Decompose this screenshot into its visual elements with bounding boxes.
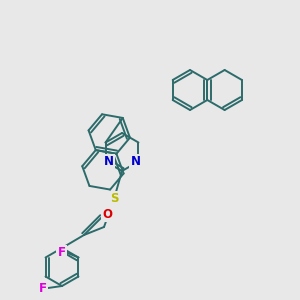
- Text: F: F: [58, 246, 65, 259]
- Text: F: F: [39, 281, 47, 295]
- Text: S: S: [110, 193, 118, 206]
- Text: N: N: [130, 155, 140, 168]
- Text: O: O: [102, 208, 112, 220]
- Text: N: N: [103, 155, 113, 168]
